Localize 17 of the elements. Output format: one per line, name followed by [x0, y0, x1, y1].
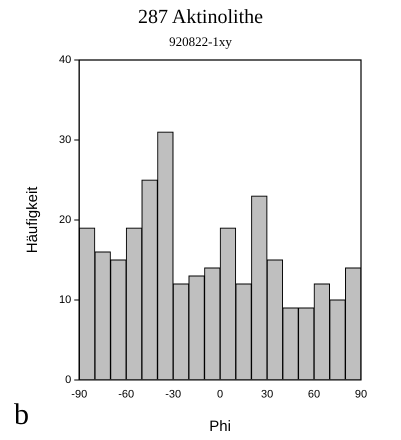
- y-tick-label: 0: [65, 374, 72, 386]
- x-tick-label: 0: [217, 388, 224, 400]
- chart-title: 287 Aktinolithe: [137, 6, 264, 29]
- y-tick-label: 40: [58, 54, 72, 66]
- x-tick-label: 30: [260, 388, 274, 400]
- chart-subtitle: 920822-1xy: [168, 34, 233, 50]
- x-axis-title: Phi: [209, 418, 231, 436]
- text: b: [14, 398, 29, 432]
- x-tick-label: -90: [71, 388, 88, 400]
- x-tick-label: 60: [308, 388, 320, 400]
- y-tick-label: 20: [58, 214, 72, 226]
- y-tick-label: 10: [58, 294, 72, 306]
- x-tick-label: -60: [118, 388, 134, 400]
- y-tick-label: 30: [58, 134, 72, 146]
- y-axis-title: Häufigkeit: [24, 186, 42, 254]
- x-tick-label: -30: [165, 388, 182, 400]
- x-tick-label: 90: [354, 388, 368, 400]
